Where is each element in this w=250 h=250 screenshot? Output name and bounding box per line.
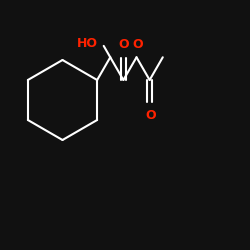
Text: O: O (132, 38, 143, 51)
Text: HO: HO (76, 37, 98, 50)
Text: O: O (118, 38, 129, 52)
Text: O: O (146, 108, 156, 122)
